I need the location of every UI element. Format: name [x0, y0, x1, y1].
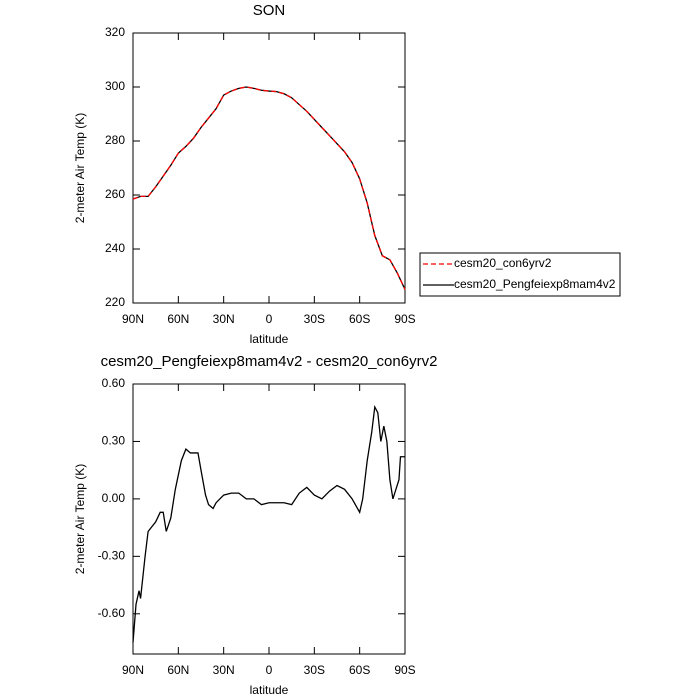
y-tick-label: 240 — [105, 241, 125, 255]
data-line — [132, 86, 406, 290]
y-tick-label: 220 — [105, 295, 125, 309]
x-tick-label: 60N — [167, 312, 189, 326]
x-tick-label: 30N — [213, 663, 235, 677]
plot-frame — [132, 32, 406, 304]
plot-frame — [132, 383, 406, 655]
x-tick-label: 30S — [304, 312, 325, 326]
chart-title: cesm20_Pengfeiexp8mam4v2 - cesm20_con6yr… — [101, 353, 438, 370]
x-axis-label: latitude — [250, 683, 289, 697]
x-tick-label: 90N — [122, 312, 144, 326]
x-tick-label: 60S — [349, 312, 370, 326]
data-line — [132, 404, 405, 643]
y-tick-label: 0.30 — [102, 434, 126, 448]
y-tick-label: 0.00 — [102, 491, 126, 505]
y-tick-label: 300 — [105, 79, 125, 93]
x-tick-label: 30N — [213, 312, 235, 326]
x-tick-label: 0 — [266, 312, 273, 326]
legend-box — [419, 252, 621, 297]
y-axis-label: 2-meter Air Temp (K) — [73, 464, 87, 574]
x-axis-label: latitude — [250, 332, 289, 346]
data-line — [132, 86, 406, 290]
y-axis-label: 2-meter Air Temp (K) — [73, 113, 87, 223]
x-tick-label: 60N — [167, 663, 189, 677]
y-tick-label: 0.60 — [102, 376, 126, 390]
x-tick-label: 90S — [394, 663, 415, 677]
x-tick-label: 30S — [304, 663, 325, 677]
y-tick-label: -0.30 — [98, 549, 126, 563]
legend-label: cesm20_Pengfeiexp8mam4v2 — [454, 277, 616, 291]
x-tick-label: 90N — [122, 663, 144, 677]
y-tick-label: 320 — [105, 25, 125, 39]
y-tick-label: 260 — [105, 187, 125, 201]
y-tick-label: -0.60 — [98, 606, 126, 620]
x-tick-label: 0 — [266, 663, 273, 677]
y-tick-label: 280 — [105, 133, 125, 147]
x-tick-label: 60S — [349, 663, 370, 677]
x-tick-label: 90S — [394, 312, 415, 326]
legend-label: cesm20_con6yrv2 — [454, 256, 552, 270]
chart-title: SON — [253, 2, 286, 19]
